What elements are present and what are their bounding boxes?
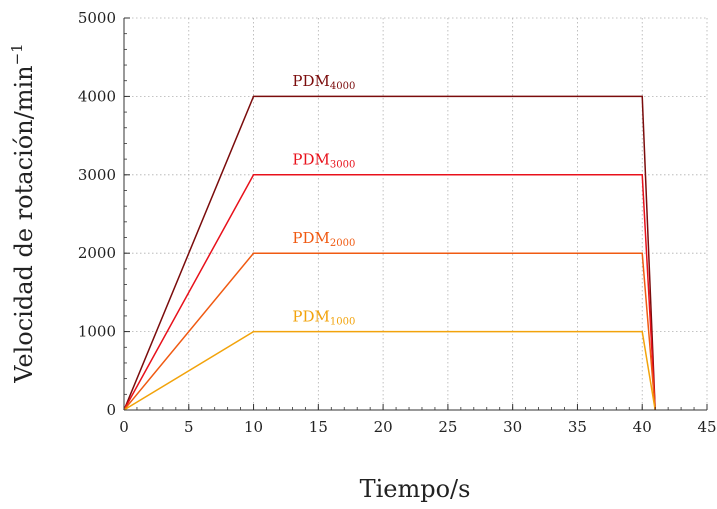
- y-axis-title: Velocidad de rotación/min−1: [8, 43, 38, 383]
- grid: [124, 17, 708, 410]
- x-tick-label: 30: [503, 418, 522, 436]
- y-axis-title-text: Velocidad de rotación/min: [10, 65, 38, 383]
- x-tick-label: 15: [309, 418, 328, 436]
- axes: [123, 18, 707, 411]
- x-tick-label: 0: [119, 418, 129, 436]
- series-label-3000: PDM3000: [292, 151, 355, 171]
- x-tick-label: 10: [244, 418, 263, 436]
- series-label-1000: PDM1000: [292, 307, 355, 327]
- series-label-4000: PDM4000: [292, 72, 355, 92]
- y-tick-label: 0: [106, 401, 116, 419]
- x-tick-label: 45: [697, 418, 716, 436]
- series-label-2000: PDM2000: [292, 229, 355, 249]
- y-tick-label: 1000: [78, 323, 116, 341]
- x-tick-label: 5: [184, 418, 194, 436]
- series-lines: [123, 95, 656, 411]
- ticks: 0 5 10 15 20 25 30 35 40 45 0 1000 2000 3000 4000 5000: [78, 9, 717, 436]
- y-tick-label: 5000: [78, 9, 116, 27]
- x-tick-label: 25: [438, 418, 457, 436]
- series-line-2000: [123, 252, 656, 411]
- series-line-4000: [123, 95, 656, 411]
- x-tick-label: 20: [374, 418, 393, 436]
- x-axis-title: Tiempo/s: [360, 475, 471, 503]
- y-tick-label: 4000: [78, 87, 116, 105]
- y-axis-title-exponent: −1: [8, 43, 26, 65]
- series-line-1000: [123, 330, 656, 411]
- y-tick-label: 2000: [78, 244, 116, 262]
- x-tick-label: 40: [633, 418, 652, 436]
- y-tick-label: 3000: [78, 166, 116, 184]
- x-tick-label: 35: [568, 418, 587, 436]
- series-labels: PDM4000 PDM3000 PDM2000 PDM1000: [292, 72, 355, 327]
- series-line-3000: [123, 174, 656, 411]
